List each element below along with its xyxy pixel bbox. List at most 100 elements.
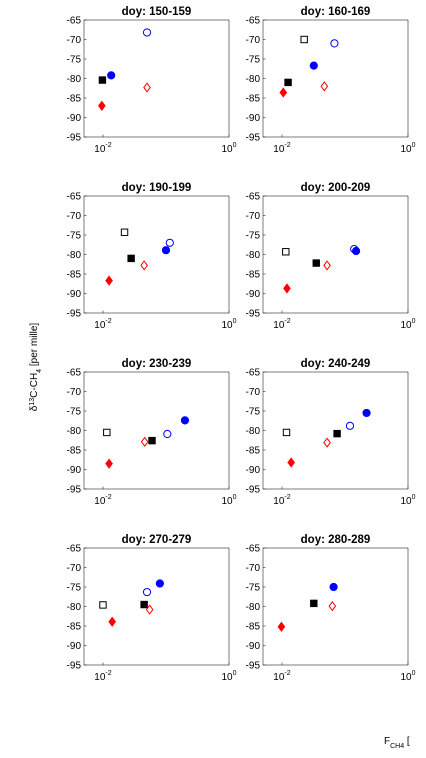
y-tick-label: -75 — [67, 583, 82, 594]
marker-filled-square — [127, 254, 135, 263]
y-tick-label: -65 — [67, 192, 82, 203]
y-tick-label: -65 — [246, 544, 261, 555]
y-tick-label: -80 — [67, 602, 82, 613]
marker-open-circle — [345, 421, 355, 430]
y-tick-label: -65 — [67, 16, 82, 27]
y-tick-label: -75 — [67, 55, 82, 66]
marker-filled-diamond — [105, 275, 113, 286]
marker-filled-square — [98, 76, 107, 84]
marker-open-diamond — [143, 82, 151, 93]
panel-title: doy: 150-159 — [122, 6, 192, 18]
marker-filled-diamond — [105, 458, 113, 469]
marker-open-diamond — [140, 436, 149, 447]
y-tick-label: -65 — [67, 544, 82, 555]
marker-filled-diamond — [283, 283, 291, 294]
y-tick-label: -80 — [246, 74, 261, 85]
x-tick-label: 10-2 — [94, 318, 111, 331]
marker-open-circle — [142, 28, 152, 37]
marker-filled-circle — [161, 246, 171, 255]
panel-title: doy: 230-239 — [122, 358, 192, 370]
marker-open-square — [282, 428, 291, 437]
x-tick-label: 10-2 — [94, 142, 111, 155]
y-tick-label: -75 — [67, 407, 82, 418]
marker-filled-square — [333, 429, 341, 438]
panel-2: doy: 160-169 -65 -70 -75 -80 -85 -90 -95 10-2 100 — [246, 6, 416, 155]
y-tick-label: -70 — [246, 35, 261, 46]
marker-filled-circle — [107, 71, 116, 80]
x-tick-label: 10-2 — [273, 318, 290, 331]
y-tick-label: -85 — [67, 622, 82, 633]
marker-open-diamond — [328, 600, 337, 612]
marker-filled-square — [148, 436, 156, 445]
y-tick-label: -95 — [246, 485, 261, 496]
y-tick-label: -70 — [246, 563, 261, 574]
x-tick-label: 100 — [221, 142, 236, 155]
y-tick-label: -85 — [246, 446, 261, 457]
marker-open-diamond — [323, 437, 331, 448]
panel-7: doy: 270-279 -65 -70 -75 -80 -85 -90 -95 10-2 100 — [67, 534, 237, 683]
y-tick-label: -75 — [246, 407, 261, 418]
x-tick-label: 10-2 — [273, 142, 290, 155]
panel-5: doy: 230-239 -65 -70 -75 -80 -85 -90 -95 10-2 100 — [67, 358, 237, 507]
marker-filled-square — [140, 600, 148, 609]
x-tick-label: 10-2 — [273, 494, 290, 507]
marker-open-square — [300, 35, 308, 44]
x-axis-label: FCH4 [ — [384, 736, 410, 750]
y-tick-label: -70 — [246, 211, 261, 222]
y-tick-label: -75 — [246, 55, 261, 66]
y-tick-label: -85 — [246, 94, 261, 105]
marker-filled-circle — [351, 246, 361, 256]
x-tick-label: 100 — [400, 142, 415, 155]
y-tick-label: -85 — [246, 622, 261, 633]
y-tick-label: -75 — [67, 231, 82, 242]
y-tick-label: -80 — [67, 426, 82, 437]
x-tick-label: 100 — [221, 318, 236, 331]
y-tick-label: -90 — [246, 465, 261, 476]
panel-title: doy: 240-249 — [301, 358, 371, 370]
y-tick-label: -85 — [246, 270, 261, 281]
panel-title: doy: 270-279 — [122, 534, 192, 546]
y-tick-label: -70 — [67, 387, 82, 398]
marker-filled-diamond — [277, 621, 286, 632]
marker-filled-circle — [309, 61, 318, 70]
panel-8: doy: 280-289 -65 -70 -75 -80 -85 -90 -95 10-2 100 — [246, 534, 416, 683]
axes-box — [83, 195, 230, 314]
x-tick-label: 100 — [400, 318, 415, 331]
y-tick-label: -70 — [67, 35, 82, 46]
y-tick-label: -75 — [246, 583, 261, 594]
y-tick-label: -95 — [246, 133, 261, 144]
marker-open-square — [99, 601, 107, 609]
y-tick-label: -95 — [246, 661, 261, 672]
y-tick-label: -90 — [246, 113, 261, 124]
axes-box — [83, 371, 230, 490]
marker-open-square — [103, 428, 111, 437]
x-tick-label: 10-2 — [273, 670, 290, 683]
panel-4: doy: 200-209 -65 -70 -75 -80 -85 -90 -95 10-2 100 — [246, 182, 416, 331]
panel-title: doy: 190-199 — [122, 182, 192, 194]
y-tick-label: -70 — [67, 211, 82, 222]
y-tick-label: -80 — [246, 426, 261, 437]
panel-1: doy: 150-159 -65 -70 -75 -80 -85 -90 -95 10-2 100 — [67, 6, 237, 155]
y-tick-label: -85 — [67, 270, 82, 281]
y-tick-label: -90 — [246, 289, 261, 300]
x-tick-label: 100 — [221, 494, 236, 507]
marker-open-diamond — [140, 260, 148, 271]
marker-open-circle — [350, 244, 359, 254]
panel-title: doy: 280-289 — [301, 534, 371, 546]
x-tick-label: 100 — [221, 670, 236, 683]
y-tick-label: -80 — [67, 250, 82, 261]
y-tick-label: -65 — [246, 16, 261, 27]
y-tick-label: -85 — [67, 446, 82, 457]
y-tick-label: -90 — [67, 289, 82, 300]
y-axis-label: δ13C-CH4 [per mille] — [29, 323, 43, 412]
y-tick-label: -95 — [67, 309, 82, 320]
panel-title: doy: 160-169 — [301, 6, 371, 18]
x-tick-label: 10-2 — [94, 494, 111, 507]
marker-open-diamond — [323, 260, 331, 271]
y-tick-label: -80 — [246, 250, 261, 261]
panel-6: doy: 240-249 -65 -70 -75 -80 -85 -90 -95 10-2 100 — [246, 358, 416, 507]
marker-filled-diamond — [108, 616, 117, 627]
y-tick-label: -65 — [246, 192, 261, 203]
marker-open-circle — [142, 587, 152, 597]
